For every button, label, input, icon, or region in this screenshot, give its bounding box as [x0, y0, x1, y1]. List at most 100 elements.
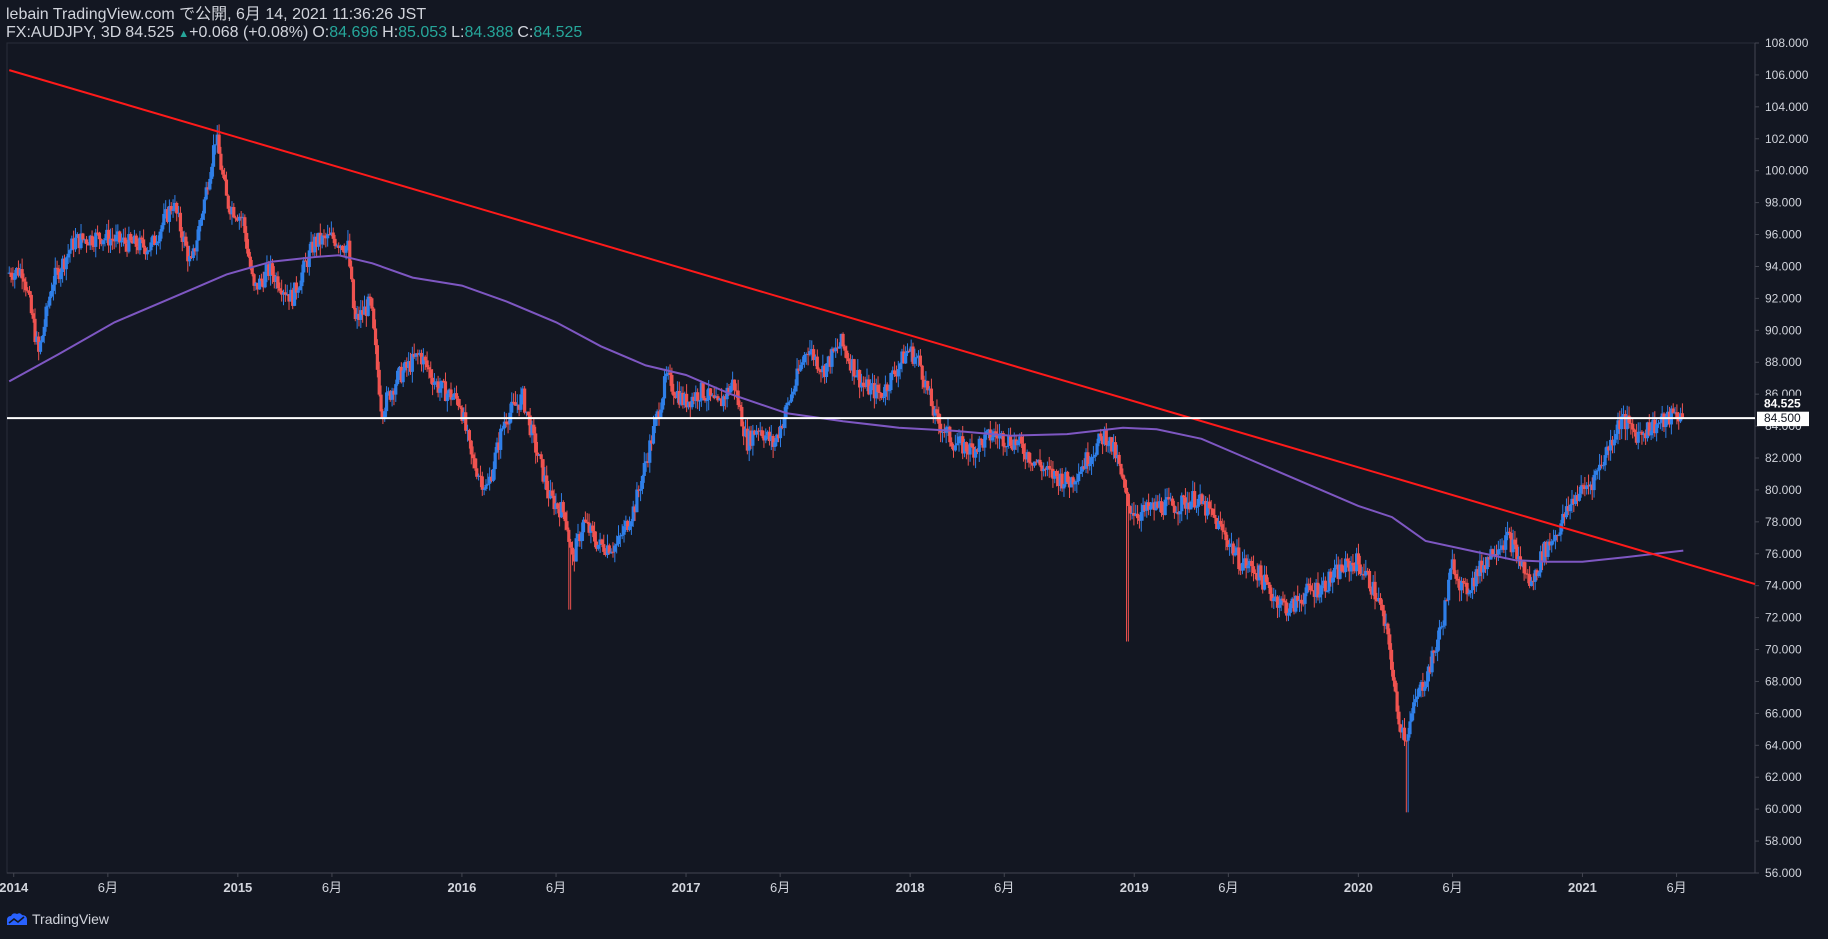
candle-body — [309, 241, 313, 251]
candle-body — [650, 440, 654, 444]
candle — [1205, 497, 1210, 520]
candle — [129, 232, 133, 243]
candle-body — [915, 357, 919, 359]
candle-body — [609, 551, 613, 554]
candle — [169, 202, 173, 215]
candle — [1675, 404, 1679, 425]
candle-body — [1632, 429, 1637, 433]
candle-body — [1561, 513, 1565, 524]
candle — [1255, 563, 1259, 588]
candle-body — [1515, 544, 1519, 560]
candle-body — [366, 296, 370, 316]
candle — [1154, 494, 1158, 511]
candle-body — [29, 294, 33, 314]
candle — [1511, 529, 1515, 559]
candle-body — [1097, 433, 1101, 444]
candle-body — [49, 290, 54, 297]
time-axis[interactable]: 2014 6月 2015 6月 2016 6月 2017 6月 2018 6月 2019 6月 2020… — [0, 873, 1687, 895]
candle — [180, 227, 184, 252]
candle-body — [434, 381, 438, 383]
candle-body — [679, 392, 683, 405]
candle-body — [546, 490, 551, 499]
candle — [1436, 630, 1440, 662]
candle — [499, 424, 503, 459]
candle-body — [664, 373, 668, 377]
candle — [795, 358, 799, 392]
candle-body — [1563, 513, 1567, 518]
candle-body — [1209, 508, 1213, 510]
candle-body — [1426, 666, 1431, 682]
candle-body — [333, 238, 337, 247]
candle-body — [1089, 457, 1094, 464]
candle — [1159, 497, 1164, 517]
candle-body — [1680, 413, 1685, 418]
candle — [1585, 482, 1589, 495]
candle-body — [442, 380, 446, 382]
candle — [353, 300, 357, 322]
candle-body — [1432, 650, 1436, 653]
candle-body — [1167, 497, 1171, 500]
candle-body — [418, 352, 422, 355]
candle-body — [322, 235, 326, 237]
moving-average-line[interactable] — [8, 254, 1684, 563]
candle-body — [672, 391, 676, 396]
candle-body — [1634, 432, 1639, 443]
candle-body — [1115, 454, 1119, 459]
candle — [27, 285, 32, 298]
candle — [517, 404, 521, 417]
candle — [173, 195, 177, 213]
candle-body — [572, 554, 576, 562]
candle-body — [1158, 501, 1162, 508]
candle-body — [1060, 473, 1064, 489]
candle — [1200, 492, 1204, 506]
candle — [206, 181, 210, 195]
candle — [813, 354, 818, 367]
candle-body — [1397, 711, 1401, 725]
candle — [896, 360, 900, 388]
candle — [1656, 420, 1661, 428]
candle — [261, 271, 265, 293]
candle-body — [515, 404, 519, 406]
candle — [1535, 568, 1539, 581]
price-axis[interactable]: 56.00058.00060.00062.00064.00066.00068.0… — [1755, 36, 1809, 880]
candle-body — [1452, 559, 1456, 575]
candle — [33, 308, 37, 345]
candle-body — [1049, 468, 1053, 470]
candle-body — [1529, 580, 1534, 586]
candle — [105, 223, 109, 243]
candle-body — [1078, 471, 1083, 474]
candle-body — [1193, 491, 1197, 508]
candle-body — [743, 428, 748, 437]
candle-body — [907, 350, 911, 352]
price-tick-label: 82.000 — [1765, 451, 1802, 465]
candle — [250, 260, 254, 277]
candle — [392, 388, 396, 406]
candle-body — [911, 346, 915, 364]
candle-body — [270, 263, 275, 275]
candle — [1040, 461, 1044, 481]
trendline[interactable] — [8, 69, 1756, 586]
candle-body — [839, 333, 843, 347]
candle-body — [53, 267, 57, 285]
candle — [1264, 566, 1269, 585]
time-tick-label: 6月 — [98, 880, 118, 895]
candle-body — [1213, 514, 1217, 518]
candle — [635, 482, 639, 513]
candle — [1594, 468, 1598, 481]
candle-body — [738, 405, 742, 407]
candle-body — [905, 350, 910, 354]
candle — [83, 238, 87, 244]
candle — [1220, 518, 1224, 540]
symbol-label[interactable]: FX:AUDJPY, 3D — [6, 24, 122, 41]
candle-body — [1362, 573, 1366, 576]
price-tick-label: 76.000 — [1765, 547, 1802, 561]
candle — [962, 438, 967, 458]
candle — [524, 411, 529, 417]
candle — [357, 306, 361, 327]
candle-body — [1434, 651, 1438, 653]
candle-body — [178, 212, 183, 232]
candle-body — [1320, 585, 1324, 595]
candle-body — [1469, 590, 1473, 594]
candle — [887, 384, 891, 401]
